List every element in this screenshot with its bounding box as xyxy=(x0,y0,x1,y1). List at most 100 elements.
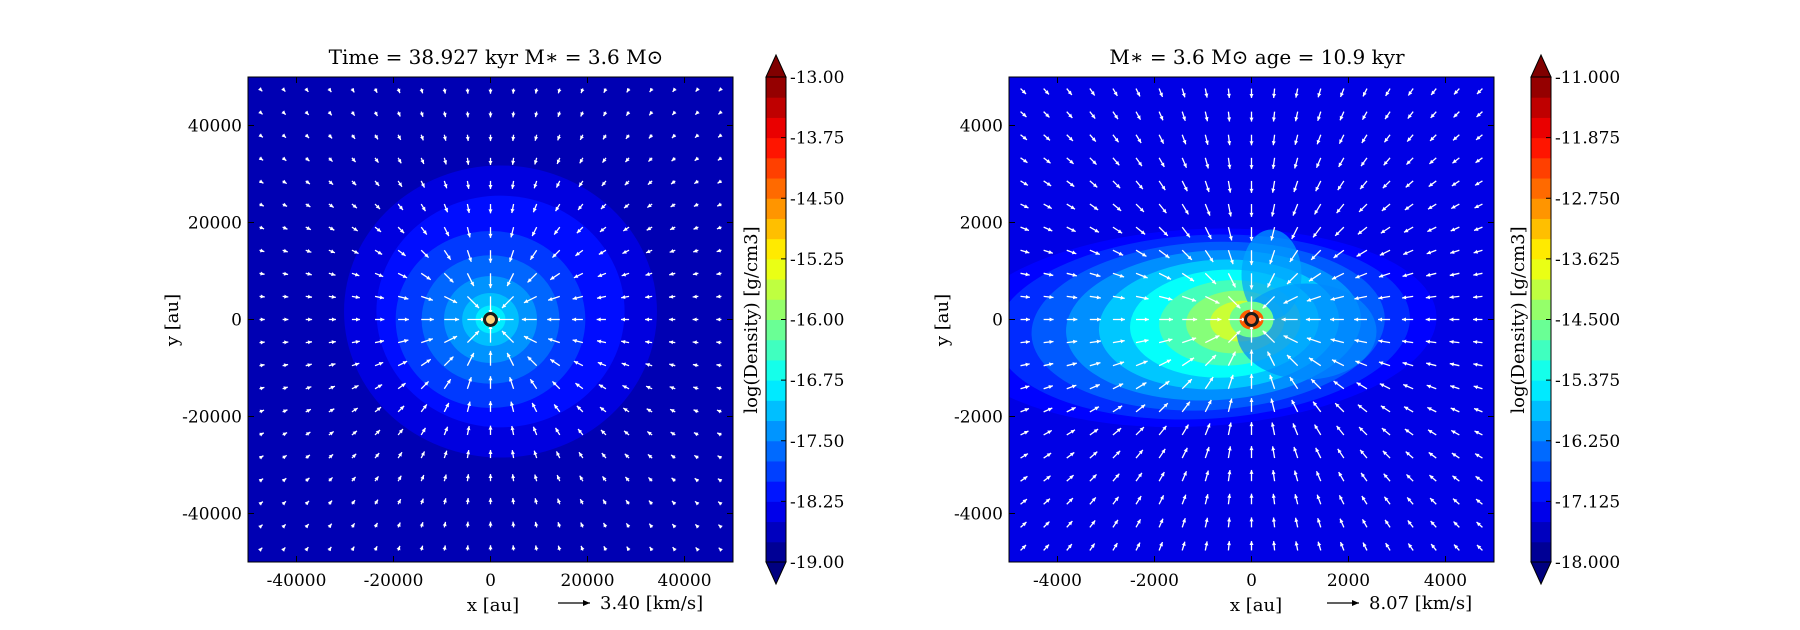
velocity-arrowhead xyxy=(1091,520,1096,525)
velocity-arrowhead xyxy=(695,110,700,115)
velocity-arrowhead xyxy=(350,523,355,528)
velocity-arrowhead xyxy=(1305,317,1310,322)
velocity-arrowhead xyxy=(572,317,577,322)
velocity-arrowhead xyxy=(671,180,676,185)
velocity-arrowhead xyxy=(1454,90,1459,95)
velocity-arrowhead xyxy=(556,159,561,164)
velocity-arrowhead xyxy=(1139,427,1144,432)
colorbar-segment xyxy=(766,279,786,300)
velocity-arrowhead xyxy=(419,88,424,94)
velocity-arrowhead xyxy=(534,112,539,118)
velocity-arrowhead xyxy=(1381,428,1387,433)
velocity-arrowhead xyxy=(669,363,674,368)
velocity-arrowhead xyxy=(1378,361,1384,366)
velocity-arrowhead xyxy=(1091,497,1096,502)
velocity-arrowhead xyxy=(603,134,607,140)
velocity-arrowhead xyxy=(1450,385,1455,389)
velocity-arrowhead xyxy=(329,431,334,436)
velocity-arrowhead xyxy=(396,88,401,94)
velocity-arrowhead xyxy=(429,317,434,322)
velocity-arrowhead xyxy=(580,522,585,528)
velocity-arrowhead xyxy=(647,454,653,459)
colorbar: -18.000 -17.125 -16.250 -15.375 -14.500 -13.6… xyxy=(1530,53,1620,586)
velocity-arrowhead xyxy=(1118,383,1124,388)
velocity-arrowhead xyxy=(1231,351,1236,357)
velocity-arrowhead xyxy=(1289,257,1294,263)
velocity-arrowhead xyxy=(1204,140,1209,145)
velocity-arrowhead xyxy=(1204,93,1209,98)
velocity-arrowhead xyxy=(304,547,309,552)
velocity-arrowhead xyxy=(1293,164,1298,169)
velocity-arrowhead xyxy=(426,275,431,280)
velocity-arrowhead xyxy=(575,251,580,256)
velocity-arrowhead xyxy=(1476,112,1481,117)
velocity-arrowhead xyxy=(521,317,526,322)
velocity-arrowhead xyxy=(693,225,699,230)
velocity-arrowhead xyxy=(331,362,336,367)
velocity-arrowhead xyxy=(1024,408,1029,412)
velocity-arrowhead xyxy=(258,524,263,529)
velocity-arrowhead xyxy=(1023,204,1029,208)
colorbar-segment xyxy=(766,481,786,502)
colorbar-segment xyxy=(766,299,786,320)
velocity-arrowhead xyxy=(624,204,629,209)
velocity-arrowhead xyxy=(1249,373,1254,378)
velocity-arrowhead xyxy=(1402,339,1407,344)
velocity-arrowhead xyxy=(1271,517,1276,522)
velocity-arrowhead xyxy=(1097,317,1102,322)
velocity-arrowhead xyxy=(1308,357,1314,362)
velocity-arrowhead xyxy=(596,339,602,344)
velocity-arrowhead xyxy=(1291,399,1296,405)
velocity-arrowhead xyxy=(557,498,561,504)
velocity-arrowhead xyxy=(424,381,429,386)
velocity-arrowhead xyxy=(373,546,378,551)
velocity-arrowhead xyxy=(1382,450,1388,456)
velocity-arrowhead xyxy=(1449,295,1454,300)
colorbar-segment xyxy=(766,258,786,280)
velocity-arrowhead xyxy=(1451,453,1457,457)
velocity-arrowhead xyxy=(1022,499,1027,504)
velocity-arrowhead xyxy=(1293,187,1298,193)
velocity-arrowhead xyxy=(1476,522,1481,527)
velocity-arrowhead xyxy=(468,377,472,382)
velocity-arrowhead xyxy=(572,339,577,343)
velocity-arrowhead xyxy=(1072,362,1077,367)
velocity-arrowhead xyxy=(1183,447,1188,453)
velocity-arrowhead xyxy=(510,401,514,406)
velocity-arrowhead xyxy=(1330,317,1335,322)
velocity-arrowhead xyxy=(692,340,697,345)
velocity-arrowhead xyxy=(1316,494,1321,500)
velocity-arrowhead xyxy=(1249,93,1254,98)
velocity-arrowhead xyxy=(1473,385,1479,390)
velocity-arrowhead xyxy=(328,180,334,185)
velocity-arrowhead xyxy=(307,271,312,276)
velocity-arrowhead xyxy=(645,362,650,367)
velocity-arrowhead xyxy=(1024,249,1030,254)
colorbar-segment xyxy=(1531,460,1551,482)
velocity-arrowhead xyxy=(351,134,356,139)
velocity-arrowhead xyxy=(1474,204,1480,208)
velocity-arrowhead xyxy=(645,317,650,322)
velocity-arrowhead xyxy=(284,340,289,345)
velocity-arrowhead xyxy=(623,227,628,231)
velocity-arrowhead xyxy=(596,295,602,300)
velocity-arrowhead xyxy=(1183,186,1188,192)
velocity-arrowhead xyxy=(1272,541,1277,546)
colorbar-segment xyxy=(766,400,786,422)
velocity-arrowhead xyxy=(1357,404,1363,409)
velocity-arrowhead xyxy=(1314,424,1319,430)
velocity-arrowhead xyxy=(1023,181,1028,186)
colorbar-extend-max xyxy=(765,53,787,78)
velocity-arrowhead xyxy=(466,184,471,189)
velocity-arrowhead xyxy=(603,88,608,93)
velocity-arrowhead xyxy=(1068,113,1073,118)
velocity-arrowhead xyxy=(1330,338,1335,343)
velocity-arrowhead xyxy=(1046,475,1051,480)
velocity-arrowhead xyxy=(1092,160,1097,165)
velocity-arrowhead xyxy=(1426,250,1432,255)
velocity-arrowhead xyxy=(1317,518,1321,523)
velocity-arrowhead xyxy=(1166,275,1172,280)
velocity-arrowhead xyxy=(1270,422,1275,427)
velocity-arrowhead xyxy=(1071,384,1077,389)
colorbar-tick-label: -17.50 xyxy=(790,432,844,452)
